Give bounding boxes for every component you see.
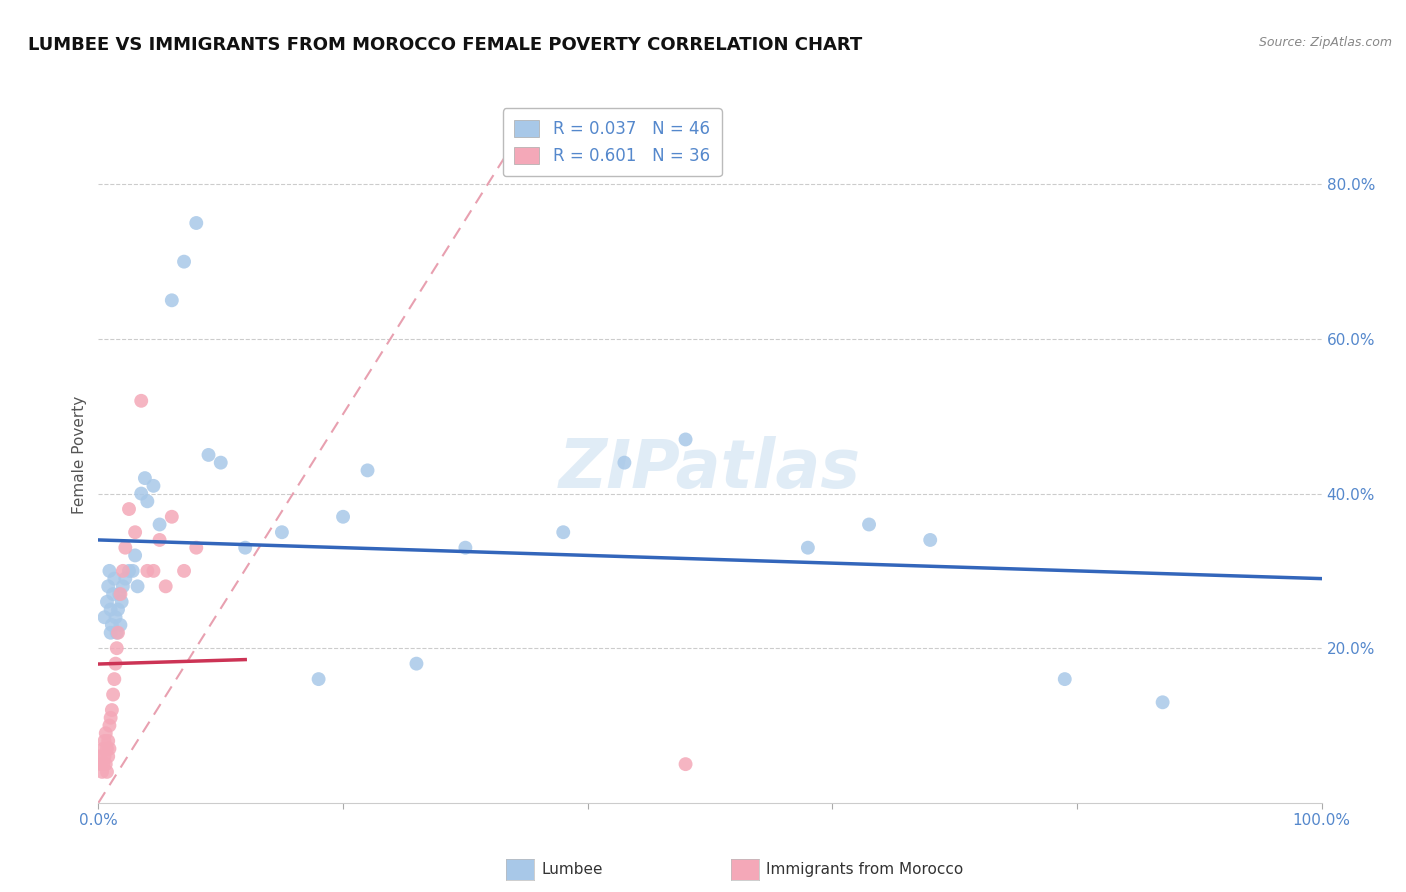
Point: [129, 486, 152, 500]
Point: [173, 564, 195, 578]
Point: [111, 595, 134, 609]
Y-axis label: Female Poverty: Female Poverty: [72, 396, 87, 514]
Point: [124, 549, 146, 563]
Point: [94, 726, 117, 740]
Point: [89, 749, 111, 764]
Point: [308, 672, 330, 686]
Point: [97, 749, 120, 764]
Text: Immigrants from Morocco: Immigrants from Morocco: [766, 863, 963, 877]
Point: [91, 741, 114, 756]
Point: [111, 564, 134, 578]
Point: [110, 587, 132, 601]
Point: [129, 393, 152, 408]
Point: [96, 764, 118, 779]
Point: [142, 564, 165, 578]
Point: [155, 579, 177, 593]
Point: [149, 533, 172, 547]
Point: [405, 657, 427, 671]
Legend: R = 0.037   N = 46, R = 0.601   N = 36: R = 0.037 N = 46, R = 0.601 N = 36: [503, 109, 721, 177]
Point: [107, 602, 129, 616]
Text: Lumbee: Lumbee: [541, 863, 603, 877]
Point: [91, 757, 114, 772]
Text: ZIPatlas: ZIPatlas: [560, 436, 860, 502]
Point: [96, 741, 118, 756]
Point: [97, 734, 120, 748]
Point: [98, 718, 121, 732]
Point: [1152, 695, 1174, 709]
Point: [96, 595, 118, 609]
Point: [90, 757, 112, 772]
Text: Source: ZipAtlas.com: Source: ZipAtlas.com: [1258, 36, 1392, 49]
Point: [105, 625, 128, 640]
Point: [197, 448, 219, 462]
Point: [160, 293, 183, 308]
Point: [142, 479, 165, 493]
Point: [124, 525, 146, 540]
Point: [93, 734, 115, 748]
Point: [103, 672, 125, 686]
Point: [136, 494, 159, 508]
Point: [100, 711, 122, 725]
Point: [114, 572, 136, 586]
Point: [105, 641, 128, 656]
Point: [675, 433, 697, 447]
Point: [134, 471, 156, 485]
Point: [186, 541, 208, 555]
Point: [104, 610, 127, 624]
Point: [1053, 672, 1076, 686]
Point: [270, 525, 294, 540]
Point: [91, 764, 114, 779]
Text: LUMBEE VS IMMIGRANTS FROM MOROCCO FEMALE POVERTY CORRELATION CHART: LUMBEE VS IMMIGRANTS FROM MOROCCO FEMALE…: [28, 36, 862, 54]
Point: [858, 517, 880, 532]
Point: [97, 579, 120, 593]
Point: [613, 456, 636, 470]
Point: [118, 502, 141, 516]
Point: [160, 509, 183, 524]
Point: [553, 525, 575, 540]
Point: [111, 579, 134, 593]
Point: [114, 541, 136, 555]
Point: [186, 216, 208, 230]
Point: [101, 703, 124, 717]
Point: [98, 741, 121, 756]
Point: [104, 657, 127, 671]
Point: [101, 618, 124, 632]
Point: [107, 625, 129, 640]
Point: [100, 625, 122, 640]
Point: [103, 572, 125, 586]
Point: [127, 579, 149, 593]
Point: [149, 517, 172, 532]
Point: [233, 541, 256, 555]
Point: [332, 509, 354, 524]
Point: [136, 564, 159, 578]
Point: [100, 602, 122, 616]
Point: [101, 688, 124, 702]
Point: [797, 541, 820, 555]
Point: [93, 749, 115, 764]
Point: [98, 564, 121, 578]
Point: [173, 254, 195, 268]
Point: [94, 757, 117, 772]
Point: [121, 564, 143, 578]
Point: [675, 757, 697, 772]
Point: [101, 587, 124, 601]
Point: [93, 610, 115, 624]
Point: [920, 533, 942, 547]
Point: [110, 618, 132, 632]
Point: [356, 463, 378, 477]
Point: [454, 541, 477, 555]
Point: [209, 456, 232, 470]
Point: [118, 564, 141, 578]
Point: [108, 587, 131, 601]
